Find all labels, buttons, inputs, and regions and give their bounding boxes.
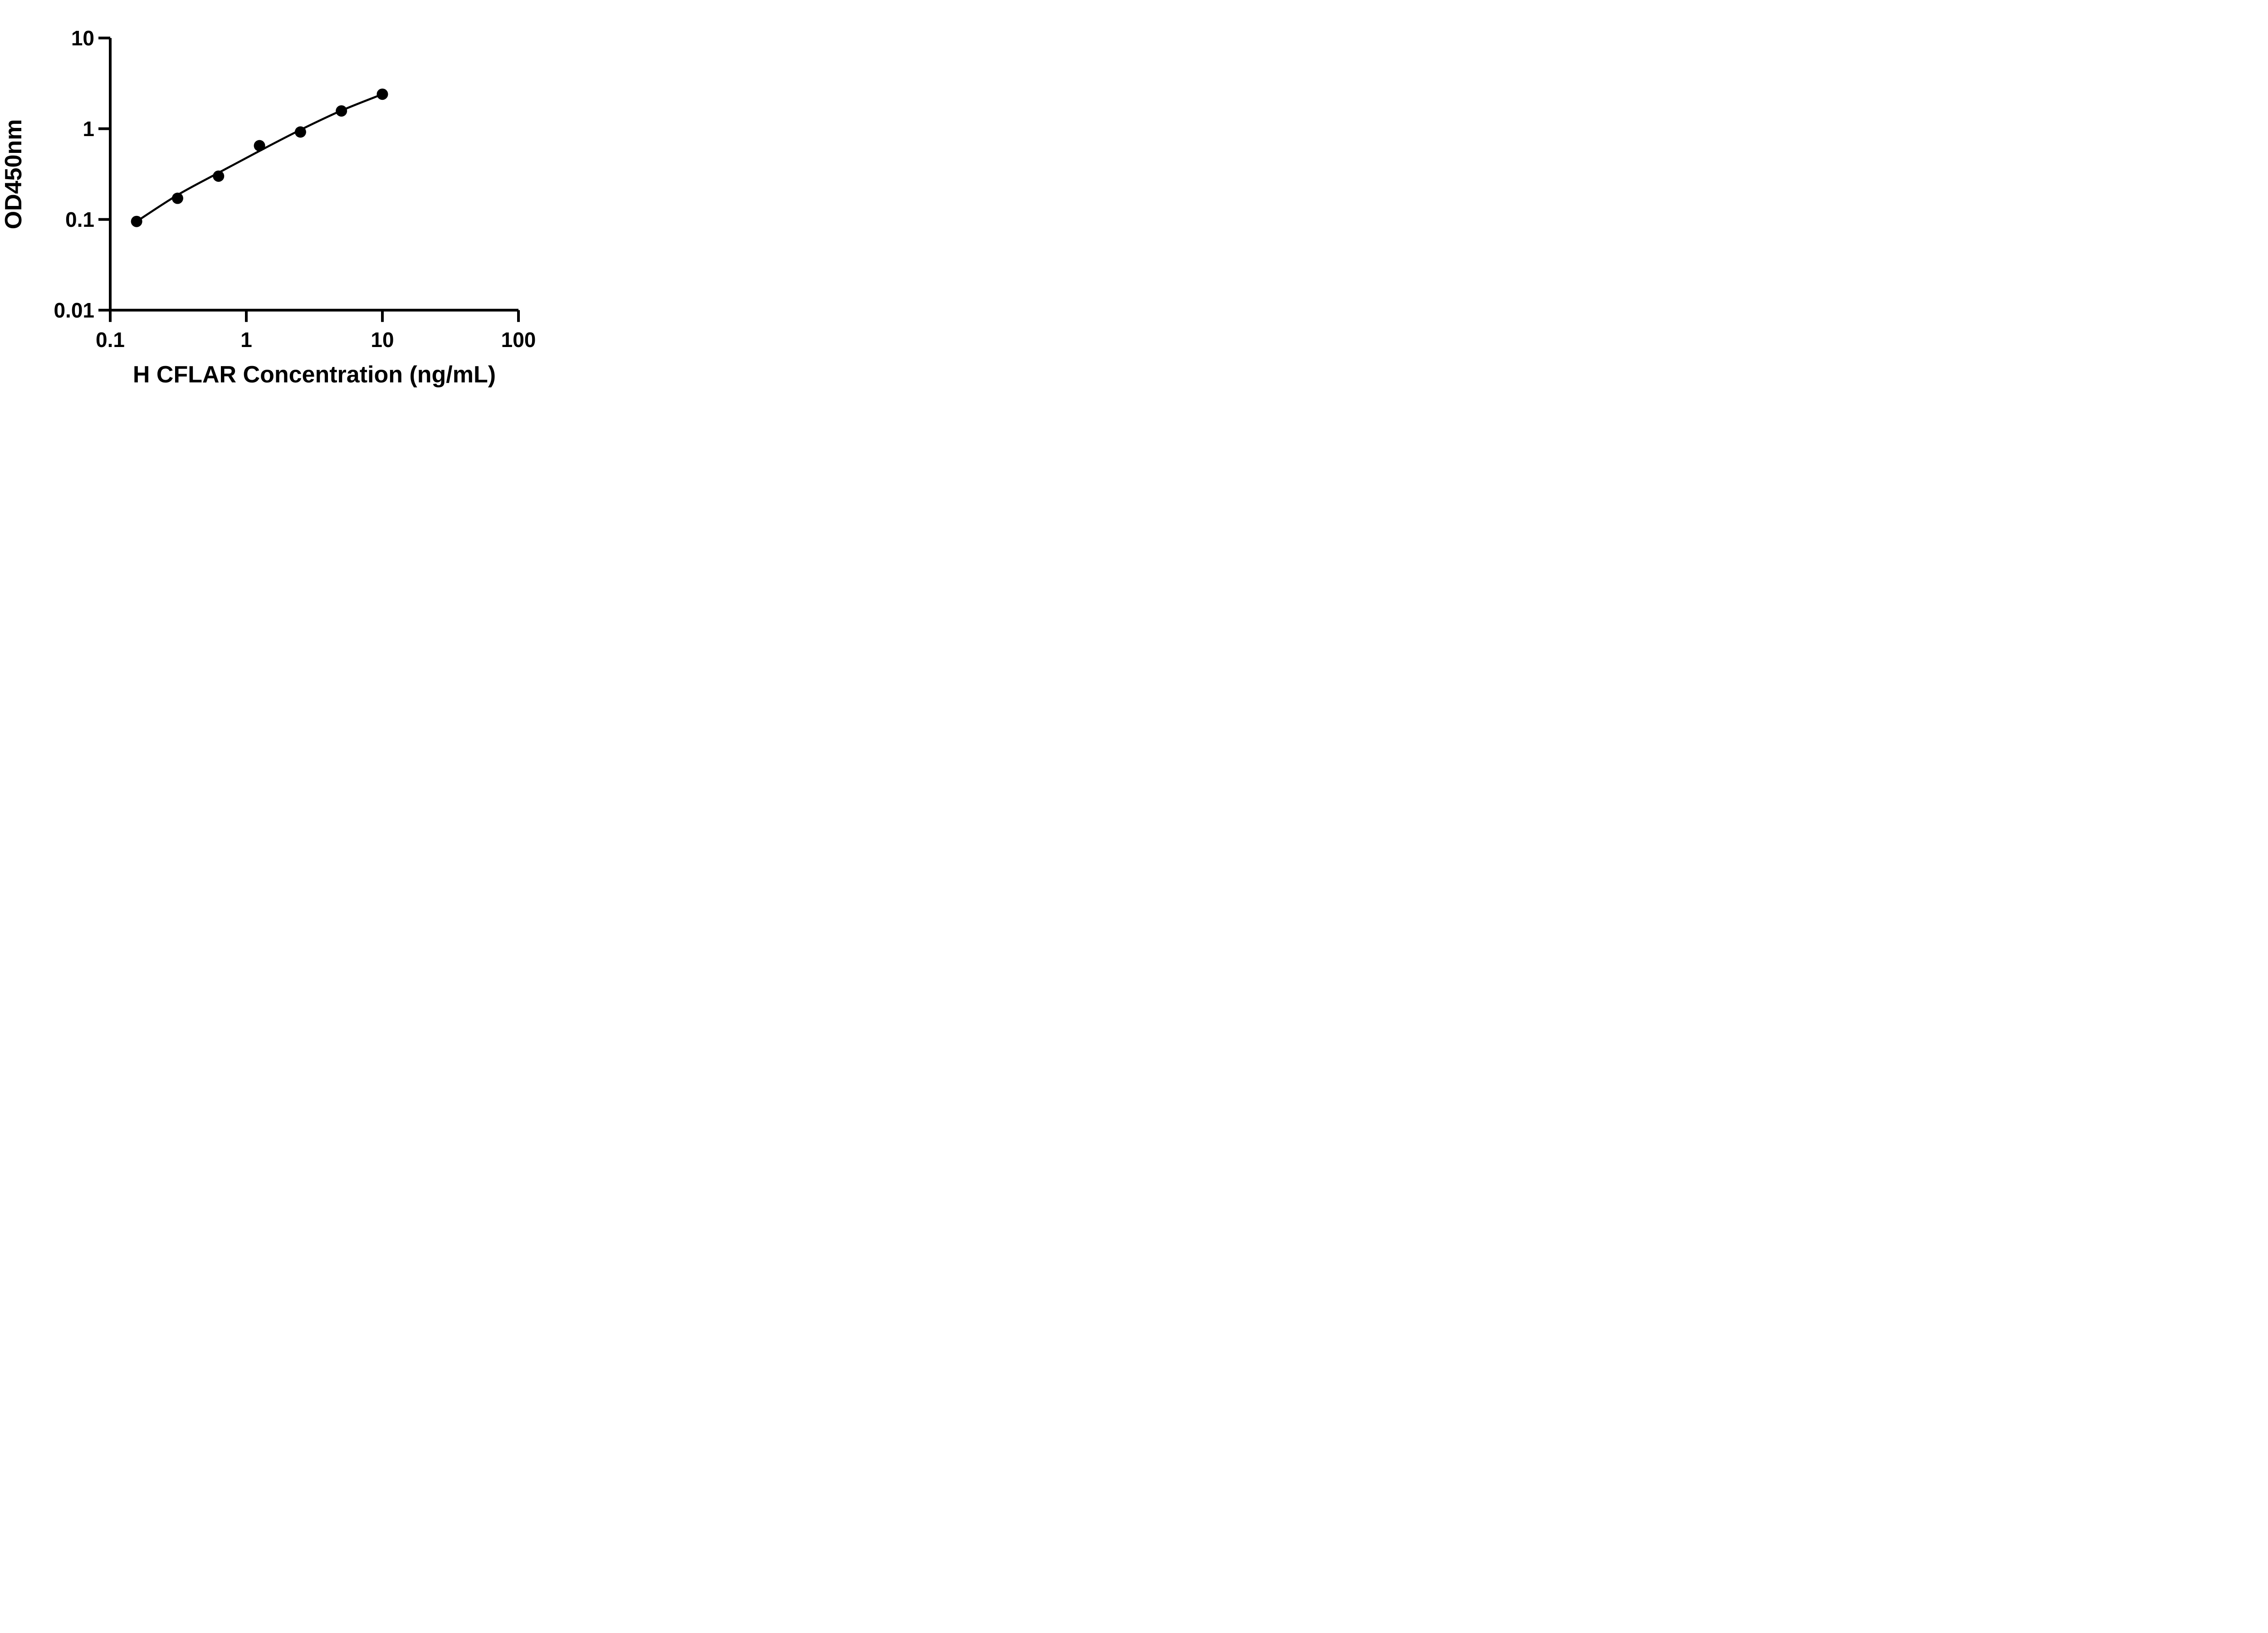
y-tick-label: 0.01 [54,298,94,322]
data-point [254,140,265,152]
elisa-standard-curve-figure: OD450nm H CFLAR Concentration (ng/mL) 0.… [0,0,581,408]
data-point [171,192,183,204]
x-tick-label: 10 [371,328,394,352]
plot-area [98,36,520,322]
x-tick-label: 0.1 [96,328,125,352]
y-axis-title: OD450nm [0,119,27,230]
y-tick-label: 10 [71,26,94,50]
data-point [376,88,388,100]
y-tick-label: 1 [83,117,94,141]
data-point [336,105,347,117]
x-tick-label: 1 [240,328,252,352]
x-tick-label: 100 [501,328,536,352]
data-point [294,126,306,138]
y-tick-label: 0.1 [65,207,94,231]
data-point [131,215,142,227]
x-axis-title: H CFLAR Concentration (ng/mL) [132,362,496,388]
data-point [213,170,225,182]
